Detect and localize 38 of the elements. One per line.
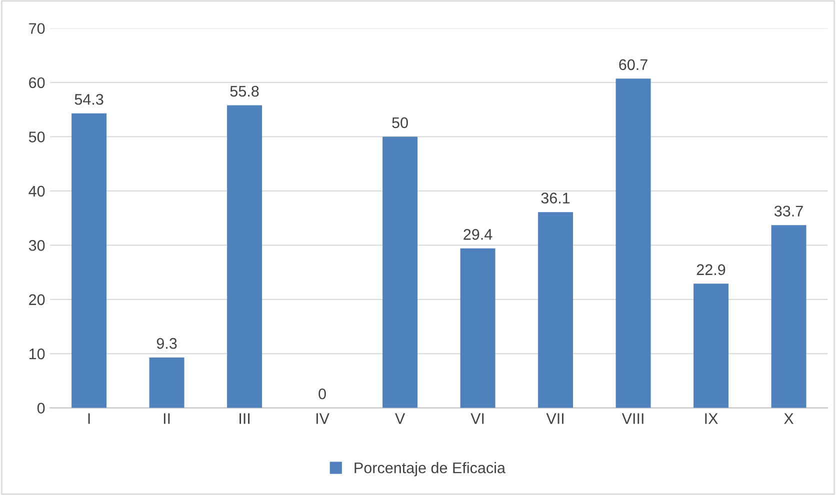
- bar: [227, 105, 262, 408]
- y-tick-label: 30: [28, 240, 45, 251]
- data-label: 50: [392, 117, 408, 128]
- x-tick-label: VIII: [622, 413, 644, 424]
- legend-label: Porcentaje de Eficacia: [354, 462, 506, 476]
- y-tick-label: 10: [29, 348, 45, 360]
- bar: [460, 248, 496, 408]
- data-label: 54.3: [74, 94, 104, 105]
- x-tick-label: V: [394, 413, 406, 424]
- data-label: 55.8: [230, 86, 259, 97]
- data-label: 36.1: [541, 192, 570, 204]
- y-tick-label: 20: [29, 294, 45, 306]
- bar: [538, 212, 574, 408]
- y-tick-label: 70: [29, 23, 45, 34]
- y-tick-label: 40: [28, 186, 45, 197]
- x-tick-label: X: [784, 413, 794, 424]
- x-tick-label: IV: [316, 413, 330, 424]
- data-label: 9.3: [156, 338, 177, 349]
- data-label: 60.7: [619, 59, 648, 70]
- bar: [771, 225, 806, 408]
- bar: [616, 78, 651, 408]
- data-label: 0: [318, 388, 326, 400]
- x-tick-label: VII: [546, 413, 564, 424]
- data-label: 33.7: [774, 206, 803, 217]
- y-tick-label: 60: [29, 77, 45, 88]
- x-tick-label: II: [164, 413, 170, 424]
- bar: [694, 284, 729, 408]
- bar: [72, 113, 107, 408]
- bar: [382, 136, 418, 408]
- x-tick-label: III: [240, 413, 250, 424]
- x-tick-label: VI: [470, 413, 484, 424]
- data-label: 22.9: [696, 264, 726, 276]
- y-tick-label: 0: [37, 402, 45, 414]
- data-label: 29.4: [464, 229, 492, 240]
- x-tick-label: I: [88, 413, 90, 424]
- x-tick-label: IX: [705, 413, 718, 424]
- y-tick-label: 50: [28, 132, 45, 142]
- bar: [149, 357, 184, 408]
